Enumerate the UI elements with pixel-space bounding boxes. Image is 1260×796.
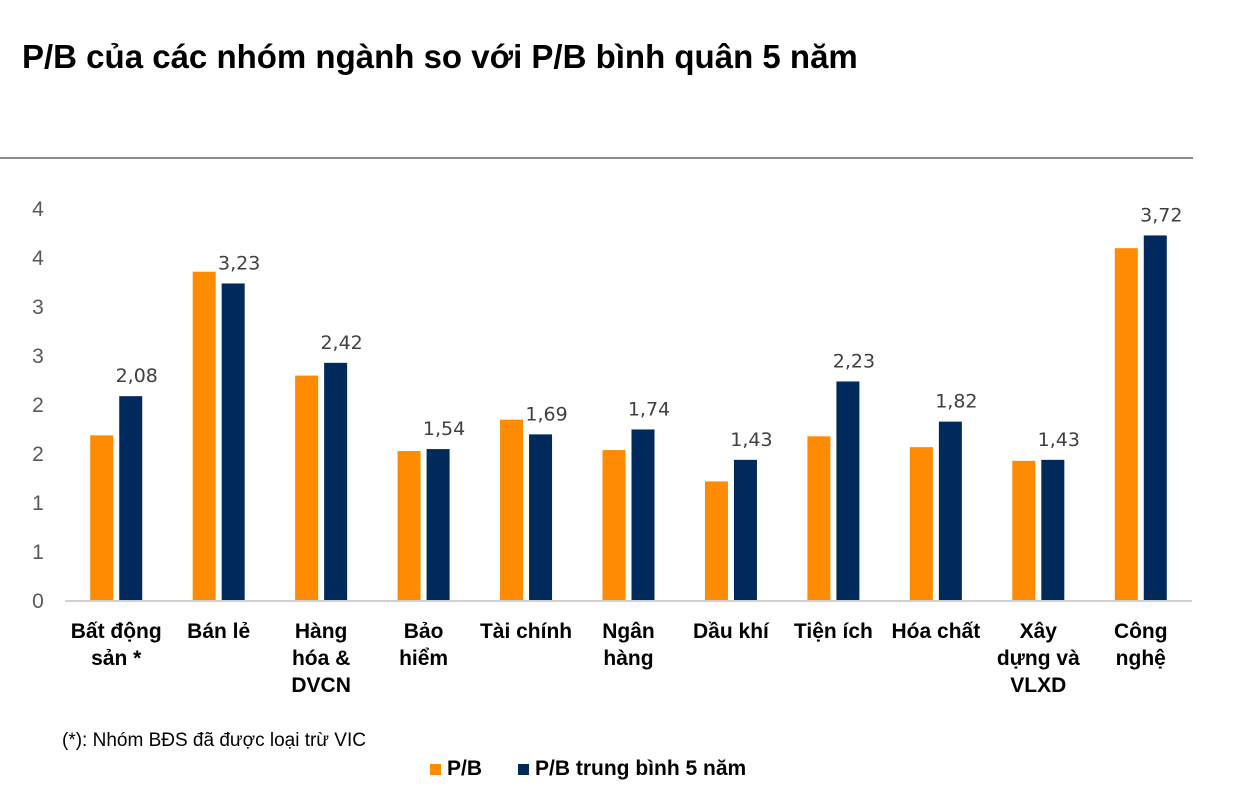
x-tick-label: Hóa chất: [892, 620, 981, 643]
x-tick-label: Xây: [1020, 620, 1058, 643]
footnote: (*): Nhóm BĐS đã được loại trừ VIC: [62, 730, 366, 751]
x-tick-label: Tài chính: [480, 620, 572, 643]
x-tick-label: Hàng: [295, 620, 348, 643]
bar-pb: [397, 451, 421, 600]
x-tick-label: Bất động: [71, 620, 162, 643]
x-tick-label: Bảo: [404, 620, 444, 643]
x-tick-label: sản *: [91, 647, 142, 670]
bar-pb-avg: [836, 381, 860, 600]
title-divider: [0, 157, 1193, 159]
data-label: 1,43: [730, 429, 772, 451]
bar-pb-avg: [324, 362, 348, 600]
bar-pb-avg: [529, 434, 553, 600]
bar-pb-avg: [938, 421, 962, 600]
y-tick-label: 1: [32, 492, 44, 515]
bar-pb: [192, 271, 216, 600]
legend: P/B P/B trung bình 5 năm: [430, 757, 746, 781]
x-tick-label: Bán lẻ: [187, 620, 250, 643]
bar-pb: [807, 436, 831, 600]
bar-pb: [500, 419, 524, 600]
y-tick-label: 0: [32, 590, 44, 613]
legend-item-pb: P/B: [430, 757, 482, 781]
x-tick-label: hóa &: [292, 647, 350, 670]
y-tick-label: 4: [32, 198, 44, 221]
legend-swatch-pb: [430, 763, 441, 775]
y-tick-label: 3: [32, 296, 44, 319]
bar-pb-avg: [426, 449, 450, 600]
data-label: 3,72: [1140, 204, 1182, 226]
x-tick-label: hàng: [603, 647, 653, 670]
x-tick-label: Dầu khí: [693, 620, 770, 643]
legend-swatch-pb-avg: [518, 763, 530, 775]
bar-pb-avg: [733, 459, 757, 600]
data-label: 3,23: [218, 252, 260, 274]
x-tick-label: VLXD: [1010, 674, 1066, 697]
y-tick-label: 2: [32, 443, 44, 466]
chart-title: P/B của các nhóm ngành so với P/B bình q…: [22, 38, 858, 75]
data-label: 1,43: [1038, 429, 1080, 451]
bar-pb: [1114, 248, 1138, 600]
y-tick-label: 1: [32, 541, 44, 564]
y-tick-label: 3: [32, 345, 44, 368]
bar-pb-avg: [1041, 459, 1065, 600]
x-tick-label: DVCN: [291, 674, 351, 697]
data-label: 1,69: [525, 403, 567, 425]
legend-label-pb: P/B: [447, 757, 483, 780]
legend-label-pb-avg: P/B trung bình 5 năm: [535, 757, 747, 780]
bar-pb-avg: [221, 283, 245, 600]
bar-pb: [90, 435, 114, 600]
x-tick-label: dựng và: [997, 647, 1080, 670]
data-label: 2,42: [320, 332, 362, 354]
legend-item-pb-avg: P/B trung bình 5 năm: [518, 757, 746, 781]
bar-pb-avg: [119, 396, 143, 600]
bar-pb-avg: [1143, 235, 1167, 600]
x-tick-label: hiểm: [399, 647, 448, 670]
bar-pb: [295, 375, 319, 600]
x-tick-label: nghệ: [1116, 647, 1166, 670]
bar-pb: [602, 450, 626, 600]
y-tick-label: 4: [32, 247, 44, 270]
bar-pb: [909, 447, 933, 600]
data-label: 1,54: [423, 418, 465, 440]
bar-pb: [1012, 460, 1036, 600]
y-tick-label: 2: [32, 394, 44, 417]
x-tick-label: Ngân: [602, 620, 655, 643]
data-label: 2,08: [116, 365, 158, 387]
bar-pb-avg: [631, 429, 655, 600]
data-label: 1,74: [628, 398, 670, 420]
bar-pb: [704, 481, 728, 600]
x-tick-label: Tiện ích: [794, 620, 873, 643]
data-label: 1,82: [935, 391, 977, 413]
data-label: 2,23: [833, 350, 875, 372]
x-tick-label: Công: [1114, 620, 1168, 643]
